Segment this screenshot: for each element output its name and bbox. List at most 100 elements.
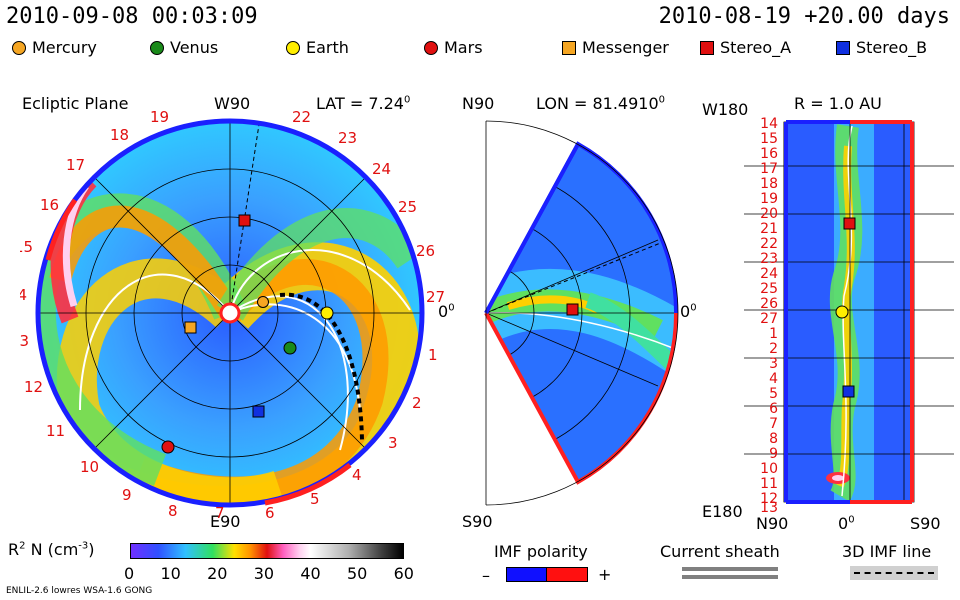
latlon-x-label-s90: S90 bbox=[910, 514, 941, 533]
latlon-bottom-left-label: E180 bbox=[702, 502, 743, 521]
latlon-top-left-label: W180 bbox=[702, 100, 749, 119]
svg-text:5: 5 bbox=[310, 490, 320, 508]
colorbar-label: R2 N (cm-3) bbox=[8, 540, 95, 559]
svg-text:9: 9 bbox=[122, 486, 132, 504]
svg-text:9: 9 bbox=[769, 446, 778, 462]
svg-text:27: 27 bbox=[426, 288, 445, 306]
meridional-bottom-label: S90 bbox=[462, 512, 493, 531]
svg-text:16: 16 bbox=[760, 146, 778, 162]
carrington-rotation-labels: 19 20 21 22 23 24 25 26 27 1 2 3 4 5 6 7… bbox=[20, 110, 445, 520]
svg-text:25: 25 bbox=[398, 198, 417, 216]
density-colorbar bbox=[130, 543, 404, 559]
latlon-rotation-labels: 14 15 16 17 18 19 20 21 22 23 24 25 26 2… bbox=[760, 116, 778, 512]
svg-text:8: 8 bbox=[168, 502, 178, 520]
svg-text:10: 10 bbox=[760, 461, 778, 477]
stereo-b-marker bbox=[252, 405, 265, 418]
svg-text:7: 7 bbox=[769, 416, 778, 432]
latitude-longitude-plot: 14 15 16 17 18 19 20 21 22 23 24 25 26 2… bbox=[744, 116, 954, 512]
svg-text:13: 13 bbox=[760, 500, 778, 512]
svg-text:6: 6 bbox=[769, 401, 778, 417]
mars-marker bbox=[161, 440, 175, 454]
ecliptic-plane-plot: 19 20 21 22 23 24 25 26 27 1 2 3 4 5 6 7… bbox=[20, 110, 445, 520]
legend-messenger: Messenger bbox=[562, 38, 669, 57]
stereo-b-marker-icon bbox=[836, 40, 850, 55]
messenger-marker-icon bbox=[562, 40, 576, 55]
svg-text:17: 17 bbox=[66, 156, 85, 174]
radius-readout: R = 1.0 AU bbox=[794, 94, 882, 113]
stereo-b-marker-latlon bbox=[842, 385, 855, 398]
earth-marker bbox=[320, 306, 334, 320]
svg-text:24: 24 bbox=[372, 160, 391, 178]
timestamp: 2010-09-08 00:03:09 bbox=[6, 4, 258, 29]
svg-text:26: 26 bbox=[416, 242, 435, 260]
mercury-marker-icon bbox=[12, 40, 26, 55]
mars-marker-icon bbox=[424, 40, 438, 55]
svg-text:11: 11 bbox=[46, 422, 65, 440]
svg-text:21: 21 bbox=[246, 110, 265, 114]
svg-text:22: 22 bbox=[760, 236, 778, 252]
svg-text:26: 26 bbox=[760, 296, 778, 312]
ecliptic-bottom-label: E90 bbox=[210, 512, 241, 531]
svg-text:13: 13 bbox=[20, 332, 29, 350]
svg-text:20: 20 bbox=[198, 110, 217, 114]
svg-text:5: 5 bbox=[769, 386, 778, 402]
svg-text:2: 2 bbox=[412, 394, 422, 412]
imf-plus-label: + bbox=[598, 565, 612, 584]
svg-text:15: 15 bbox=[20, 238, 33, 256]
legend-mercury: Mercury bbox=[12, 38, 97, 57]
svg-text:11: 11 bbox=[760, 476, 778, 492]
svg-text:14: 14 bbox=[760, 116, 778, 132]
legend-stereo-a: Stereo_A bbox=[700, 38, 791, 57]
ecliptic-plane-title: Ecliptic Plane bbox=[22, 94, 129, 113]
svg-text:27: 27 bbox=[760, 311, 778, 327]
svg-text:16: 16 bbox=[40, 196, 59, 214]
svg-text:19: 19 bbox=[150, 110, 169, 126]
svg-text:14: 14 bbox=[20, 286, 27, 304]
legend-stereo-b: Stereo_B bbox=[836, 38, 927, 57]
reference-time: 2010-08-19 +20.00 days bbox=[658, 4, 950, 29]
svg-text:22: 22 bbox=[292, 110, 311, 126]
svg-text:3: 3 bbox=[388, 434, 398, 452]
imf-negative-swatch bbox=[506, 567, 548, 582]
latlon-x-label-n90: N90 bbox=[756, 514, 789, 533]
svg-text:17: 17 bbox=[760, 161, 778, 177]
venus-marker bbox=[283, 341, 297, 355]
legend-venus: Venus bbox=[150, 38, 218, 57]
earth-marker-latlon bbox=[835, 305, 849, 319]
latitude-readout: LAT = 7.240 bbox=[316, 94, 411, 113]
imf-minus-label: – bbox=[482, 566, 490, 585]
svg-text:15: 15 bbox=[760, 131, 778, 147]
imf-polarity-title: IMF polarity bbox=[494, 542, 588, 561]
colorbar-ticks: 0 10 20 30 40 50 60 bbox=[124, 564, 414, 583]
meridional-top-label: N90 bbox=[462, 94, 495, 113]
earth-marker-icon bbox=[286, 40, 300, 55]
stereo-a-marker-meridional bbox=[566, 303, 579, 316]
mercury-marker bbox=[257, 296, 269, 308]
imf-positive-swatch bbox=[546, 567, 588, 582]
svg-text:1: 1 bbox=[428, 346, 438, 364]
legend-earth: Earth bbox=[286, 38, 349, 57]
svg-text:20: 20 bbox=[760, 206, 778, 222]
meridional-plane-plot bbox=[484, 120, 679, 506]
stereo-a-marker bbox=[238, 214, 251, 227]
stereo-a-marker-latlon bbox=[843, 217, 856, 230]
latlon-x-label-0: 00 bbox=[838, 514, 855, 533]
svg-text:18: 18 bbox=[110, 126, 129, 144]
meridional-right-label: 00 bbox=[680, 302, 697, 321]
svg-text:8: 8 bbox=[769, 431, 778, 447]
svg-text:25: 25 bbox=[760, 281, 778, 297]
legend-mars: Mars bbox=[424, 38, 483, 57]
svg-text:18: 18 bbox=[760, 176, 778, 192]
imf-line-title: 3D IMF line bbox=[842, 542, 932, 561]
messenger-marker bbox=[184, 321, 197, 334]
svg-text:23: 23 bbox=[338, 129, 357, 147]
svg-text:21: 21 bbox=[760, 221, 778, 237]
svg-text:19: 19 bbox=[760, 191, 778, 207]
svg-text:23: 23 bbox=[760, 251, 778, 267]
svg-text:12: 12 bbox=[24, 378, 43, 396]
imf-line-swatch bbox=[850, 566, 938, 580]
stereo-a-marker-icon bbox=[700, 40, 714, 55]
svg-text:6: 6 bbox=[265, 504, 275, 520]
svg-text:4: 4 bbox=[769, 371, 778, 387]
ecliptic-top-label: W90 bbox=[214, 94, 251, 113]
